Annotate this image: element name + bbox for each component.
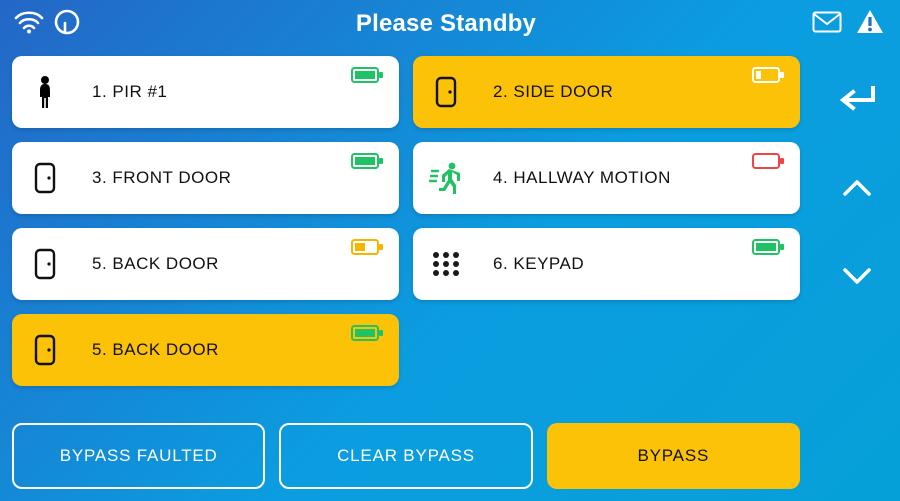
page-title: Please Standby: [80, 10, 812, 38]
side-nav: [814, 56, 900, 416]
mail-icon[interactable]: [812, 11, 842, 38]
battery-icon: [351, 66, 385, 89]
zone-label: 2. SIDE DOOR: [493, 82, 613, 102]
zone-type-icon: [28, 75, 62, 109]
zone-type-icon: [28, 248, 62, 280]
battery-icon: [752, 152, 786, 175]
zone-label: 3. FRONT DOOR: [92, 168, 231, 188]
zone-label: 5. BACK DOOR: [92, 254, 219, 274]
battery-icon: [351, 152, 385, 175]
zone-label: 4. HALLWAY MOTION: [493, 168, 671, 188]
up-button[interactable]: [837, 168, 877, 208]
enter-button[interactable]: [837, 80, 877, 120]
header-left: [14, 9, 80, 40]
zone-type-icon: [429, 250, 463, 278]
zone-label: 6. KEYPAD: [493, 254, 584, 274]
header-bar: Please Standby: [0, 0, 900, 48]
zone-card[interactable]: 6. KEYPAD: [413, 228, 800, 300]
zone-card[interactable]: 2. SIDE DOOR: [413, 56, 800, 128]
battery-icon: [351, 324, 385, 347]
alert-icon[interactable]: [856, 9, 884, 40]
zone-card[interactable]: 5. BACK DOOR: [12, 314, 399, 386]
bypass-faulted-button[interactable]: BYPASS FAULTED: [12, 423, 265, 489]
zone-label: 5. BACK DOOR: [92, 340, 219, 360]
zone-card[interactable]: 4. HALLWAY MOTION: [413, 142, 800, 214]
down-button[interactable]: [837, 256, 877, 296]
wifi-icon: [14, 10, 44, 39]
header-right: [812, 9, 884, 40]
alexa-icon: [54, 9, 80, 40]
battery-icon: [752, 66, 786, 89]
zone-type-icon: [28, 334, 62, 366]
zone-card[interactable]: 5. BACK DOOR: [12, 228, 399, 300]
zone-card[interactable]: 3. FRONT DOOR: [12, 142, 399, 214]
battery-icon: [752, 238, 786, 261]
zone-type-icon: [429, 76, 463, 108]
zone-type-icon: [28, 162, 62, 194]
clear-bypass-button[interactable]: CLEAR BYPASS: [279, 423, 532, 489]
zone-type-icon: [429, 161, 463, 195]
battery-icon: [351, 238, 385, 261]
zone-label: 1. PIR #1: [92, 82, 167, 102]
bypass-button[interactable]: BYPASS: [547, 423, 800, 489]
zone-card[interactable]: 1. PIR #1: [12, 56, 399, 128]
footer-bar: BYPASS FAULTED CLEAR BYPASS BYPASS: [12, 423, 800, 489]
zone-list: 1. PIR #1 2. SIDE DOOR 3. FRONT DOOR 4. …: [12, 56, 800, 386]
